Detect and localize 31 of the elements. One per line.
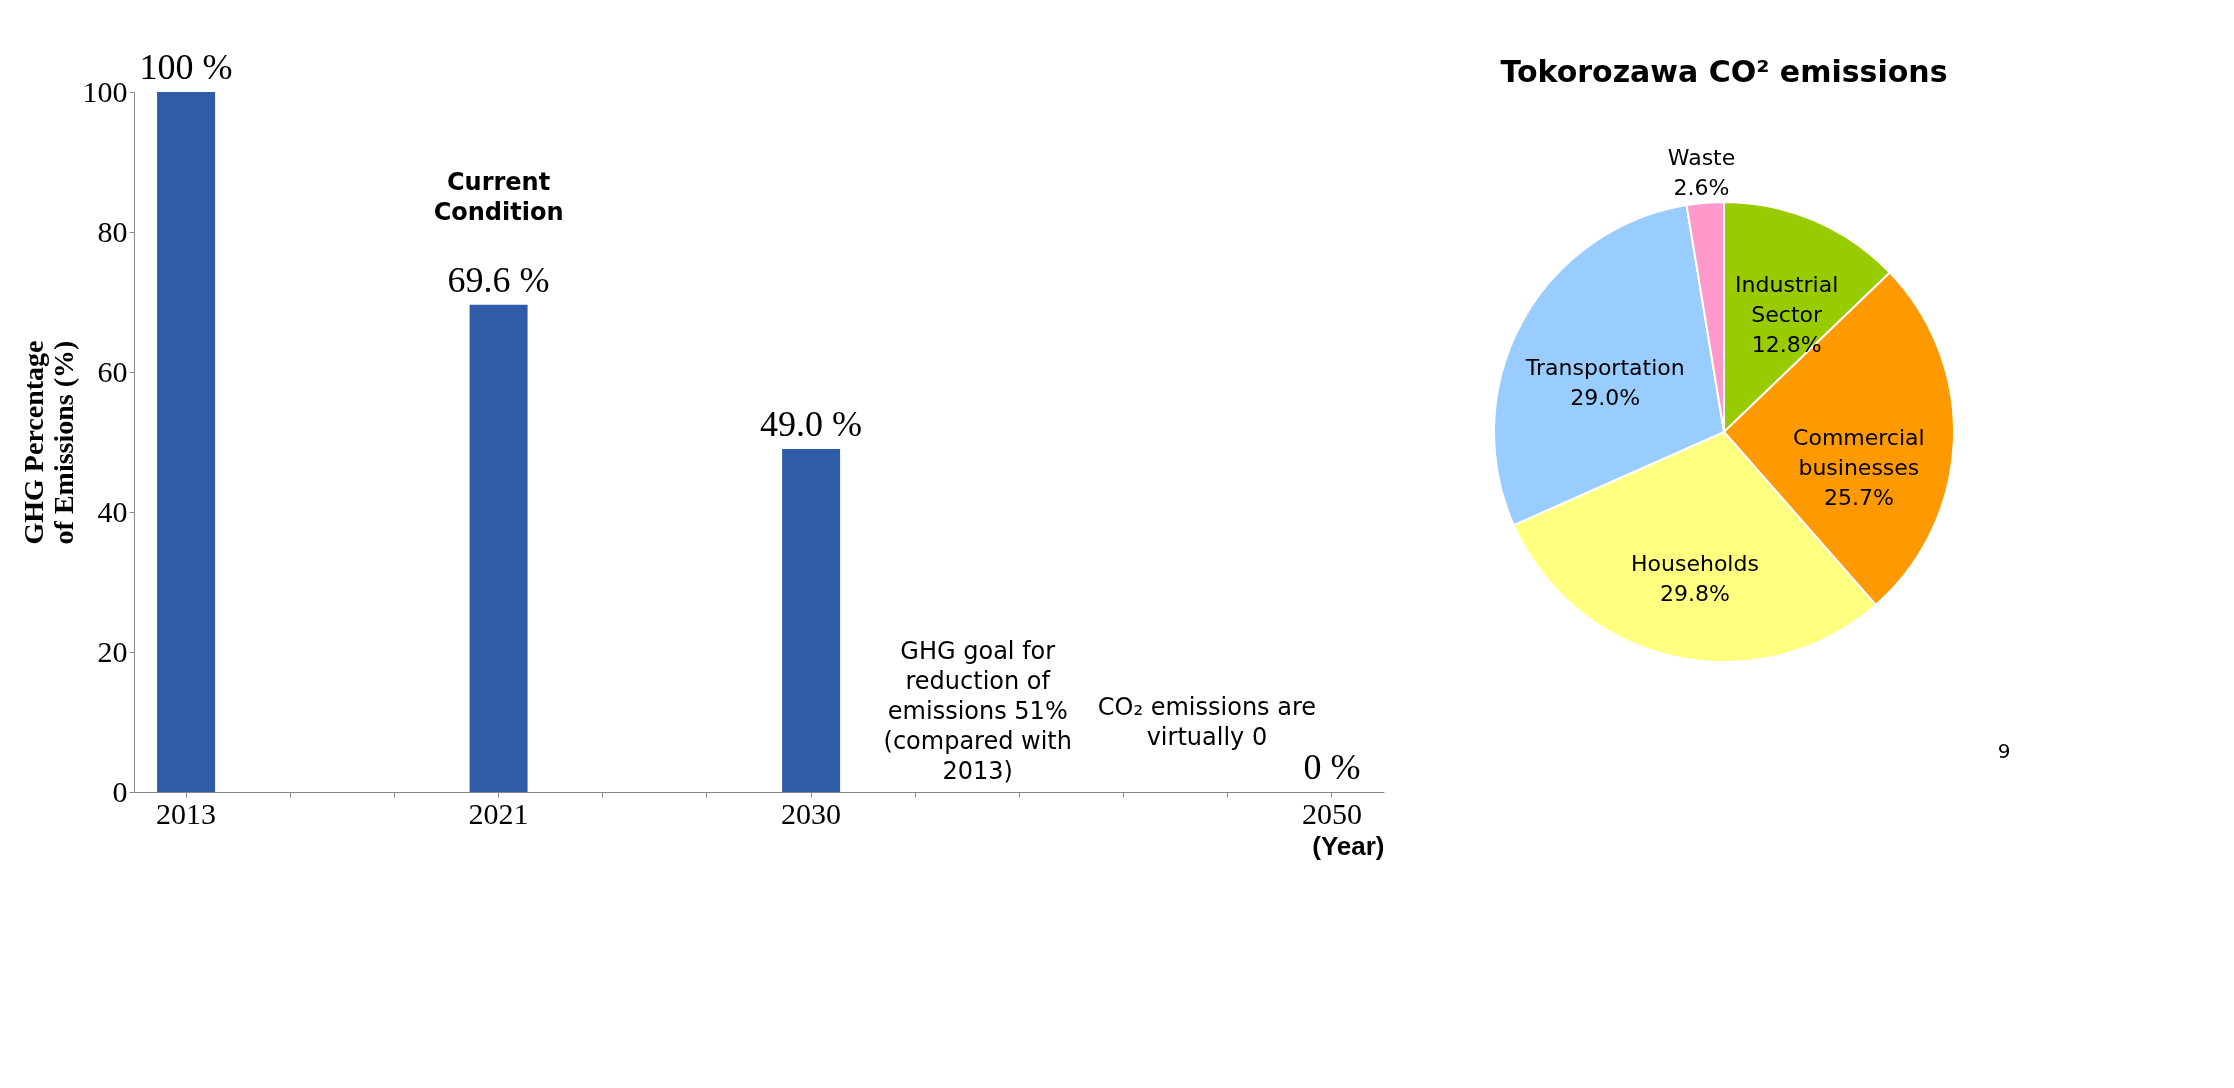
annotation: GHG goal for reduction of emissions 51% (compared with 2013): [883, 637, 1072, 785]
x-tick-label: 2050: [1301, 796, 1362, 830]
x-tick-label: 2021: [468, 796, 529, 830]
bar: [469, 304, 528, 792]
y-tick-label: 40: [97, 494, 128, 528]
bar: [157, 92, 216, 792]
data-label: 25.7%: [1823, 484, 1894, 510]
y-tick-label: 20: [97, 634, 128, 668]
data-label: 100 %: [139, 47, 233, 87]
slice-label: Industrial Sector: [1735, 271, 1839, 327]
slice-label: Households: [1630, 550, 1759, 576]
x-tick-label: 2013: [156, 796, 217, 830]
data-label: 2.6%: [1673, 174, 1730, 200]
data-label: 49.0 %: [760, 404, 863, 444]
slice-label: Waste: [1667, 144, 1736, 170]
y-tick-label: 80: [97, 214, 128, 248]
annotation: Current Condition: [433, 168, 564, 226]
data-label: 29.8%: [1659, 580, 1730, 606]
slice-label: Transportation: [1524, 354, 1685, 380]
data-label: 69.6 %: [447, 259, 550, 300]
chart-title: Tokorozawa CO² emissions: [1500, 54, 1948, 89]
y-axis-title: GHG Percentage of Emissions (%): [17, 340, 79, 545]
text: 9: [1997, 739, 2011, 763]
y-tick-label: 0: [112, 774, 128, 808]
slice-label: Commercial businesses: [1793, 424, 1925, 480]
data-label: 29.0%: [1570, 384, 1641, 410]
y-tick-label: 60: [97, 354, 128, 388]
x-axis-title: (Year): [1312, 830, 1385, 861]
bar: [782, 449, 841, 792]
y-tick-label: 100: [82, 74, 128, 108]
x-tick-label: 2030: [781, 796, 842, 830]
